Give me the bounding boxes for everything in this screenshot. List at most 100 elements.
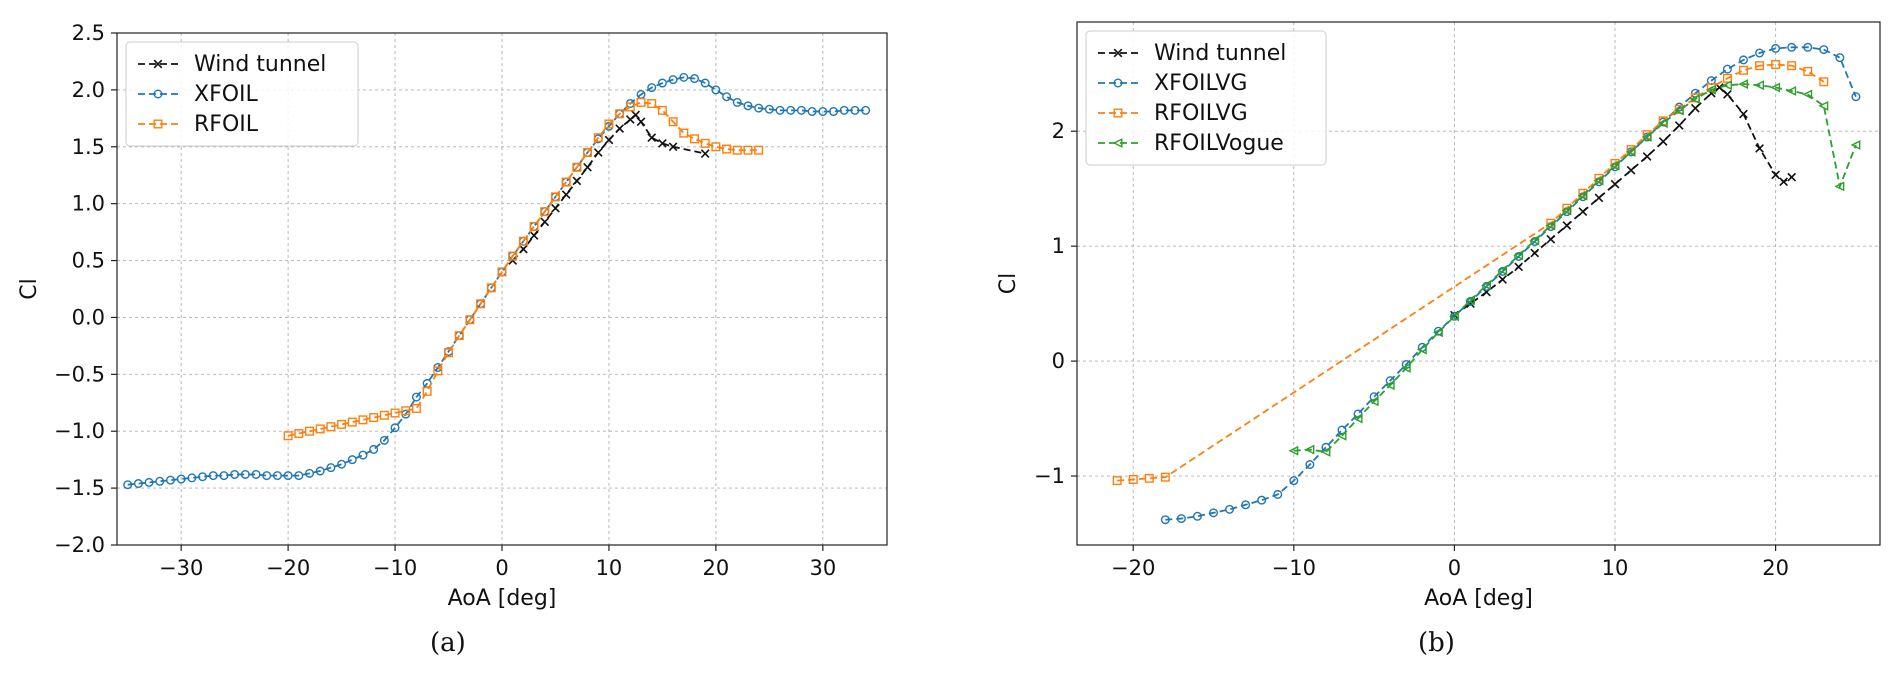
data-point: [1755, 48, 1765, 58]
data-point: [1819, 45, 1829, 55]
data-point: [583, 147, 593, 157]
legend-label: XFOIL: [194, 82, 259, 107]
data-point: [572, 176, 582, 186]
data-point: [262, 471, 272, 481]
y-axis-label: Cl: [17, 278, 42, 299]
data-point: [1289, 476, 1299, 486]
y-tick-label: −0.5: [54, 362, 105, 386]
data-point: [1578, 207, 1588, 217]
data-point: [1304, 444, 1315, 455]
data-point: [1241, 500, 1251, 510]
data-point: [1288, 445, 1299, 456]
data-point: [668, 142, 678, 152]
data-point: [529, 231, 539, 240]
data-point: [668, 117, 678, 127]
x-tick-label: 10: [596, 556, 623, 580]
legend-label: Wind tunnel: [1154, 41, 1286, 66]
data-point: [315, 424, 325, 434]
data-point: [807, 107, 817, 117]
data-point: [1400, 363, 1411, 373]
data-point: [711, 142, 721, 152]
data-point: [1257, 495, 1267, 505]
data-point: [1384, 380, 1395, 391]
data-point: [272, 471, 282, 481]
plot-frame: [1076, 21, 1881, 546]
data-point: [369, 413, 379, 423]
data-point: [1368, 396, 1379, 407]
data-point: [1851, 92, 1861, 102]
data-point: [444, 348, 454, 358]
data-point: [411, 392, 421, 402]
data-point: [604, 119, 614, 129]
x-tick-label: −20: [1111, 556, 1155, 580]
data-point: [550, 192, 560, 202]
data-point: [1514, 262, 1524, 272]
data-point: [1779, 177, 1789, 187]
data-point: [1498, 275, 1507, 284]
data-point: [722, 144, 732, 154]
legend-marker: [153, 89, 163, 99]
series-wind-tunnel: [1450, 83, 1797, 320]
legend-marker: [153, 59, 163, 69]
data-point: [754, 145, 764, 155]
x-axis-label: AoA [deg]: [448, 586, 557, 611]
data-point: [283, 431, 293, 441]
data-point: [155, 476, 165, 486]
caption-a: (a): [430, 628, 466, 658]
data-point: [283, 471, 293, 481]
legend: Wind tunnel XFOILVG RFOILVG RFOILVogue: [1085, 30, 1327, 166]
data-point: [465, 315, 475, 325]
data-point: [1320, 446, 1331, 457]
series-rfoil: [283, 97, 764, 441]
data-point: [305, 426, 315, 436]
series-line: [127, 76, 866, 486]
data-point: [1834, 181, 1845, 192]
x-tick-label: 10: [1602, 556, 1629, 580]
data-point: [540, 217, 550, 227]
y-tick-label: 2.0: [72, 78, 105, 102]
data-point: [631, 110, 641, 120]
data-point: [1625, 146, 1636, 157]
data-point: [829, 107, 839, 117]
data-point: [1738, 65, 1748, 75]
data-point: [144, 477, 154, 487]
legend-label: XFOILVG: [1154, 71, 1247, 96]
data-point: [337, 419, 347, 429]
data-point: [1352, 413, 1363, 424]
data-point: [1738, 55, 1748, 65]
data-point: [700, 78, 710, 88]
data-point: [615, 109, 625, 119]
data-point: [208, 471, 218, 481]
legend-label: RFOILVogue: [1154, 131, 1284, 156]
data-point: [839, 105, 849, 115]
data-point: [1787, 172, 1797, 182]
data-point: [551, 203, 560, 213]
y-tick-label: 0.5: [72, 249, 105, 273]
data-point: [711, 85, 721, 95]
y-tick-label: 0.0: [72, 305, 105, 329]
data-point: [1561, 205, 1572, 216]
data-point: [519, 244, 528, 254]
y-tick-label: 0: [1052, 349, 1065, 373]
legend-label: RFOILVG: [1154, 101, 1248, 126]
data-point: [657, 105, 667, 115]
data-point: [1690, 103, 1700, 113]
data-point: [1481, 280, 1492, 291]
data-point: [572, 162, 582, 172]
data-point: [604, 135, 614, 145]
data-point: [1465, 295, 1475, 306]
y-tick-label: 2: [1052, 119, 1065, 143]
x-tick-label: 0: [495, 556, 508, 580]
data-point: [326, 422, 336, 432]
data-point: [1112, 476, 1122, 486]
data-point: [379, 410, 389, 420]
data-point: [1497, 265, 1508, 276]
data-point: [422, 386, 432, 396]
x-tick-label: 20: [1762, 556, 1789, 580]
data-point: [486, 283, 496, 293]
data-point: [1819, 77, 1829, 87]
data-point: [1723, 90, 1732, 99]
data-point: [1771, 43, 1781, 53]
series-rfoilvogue: [1288, 79, 1861, 457]
data-point: [1144, 473, 1154, 483]
